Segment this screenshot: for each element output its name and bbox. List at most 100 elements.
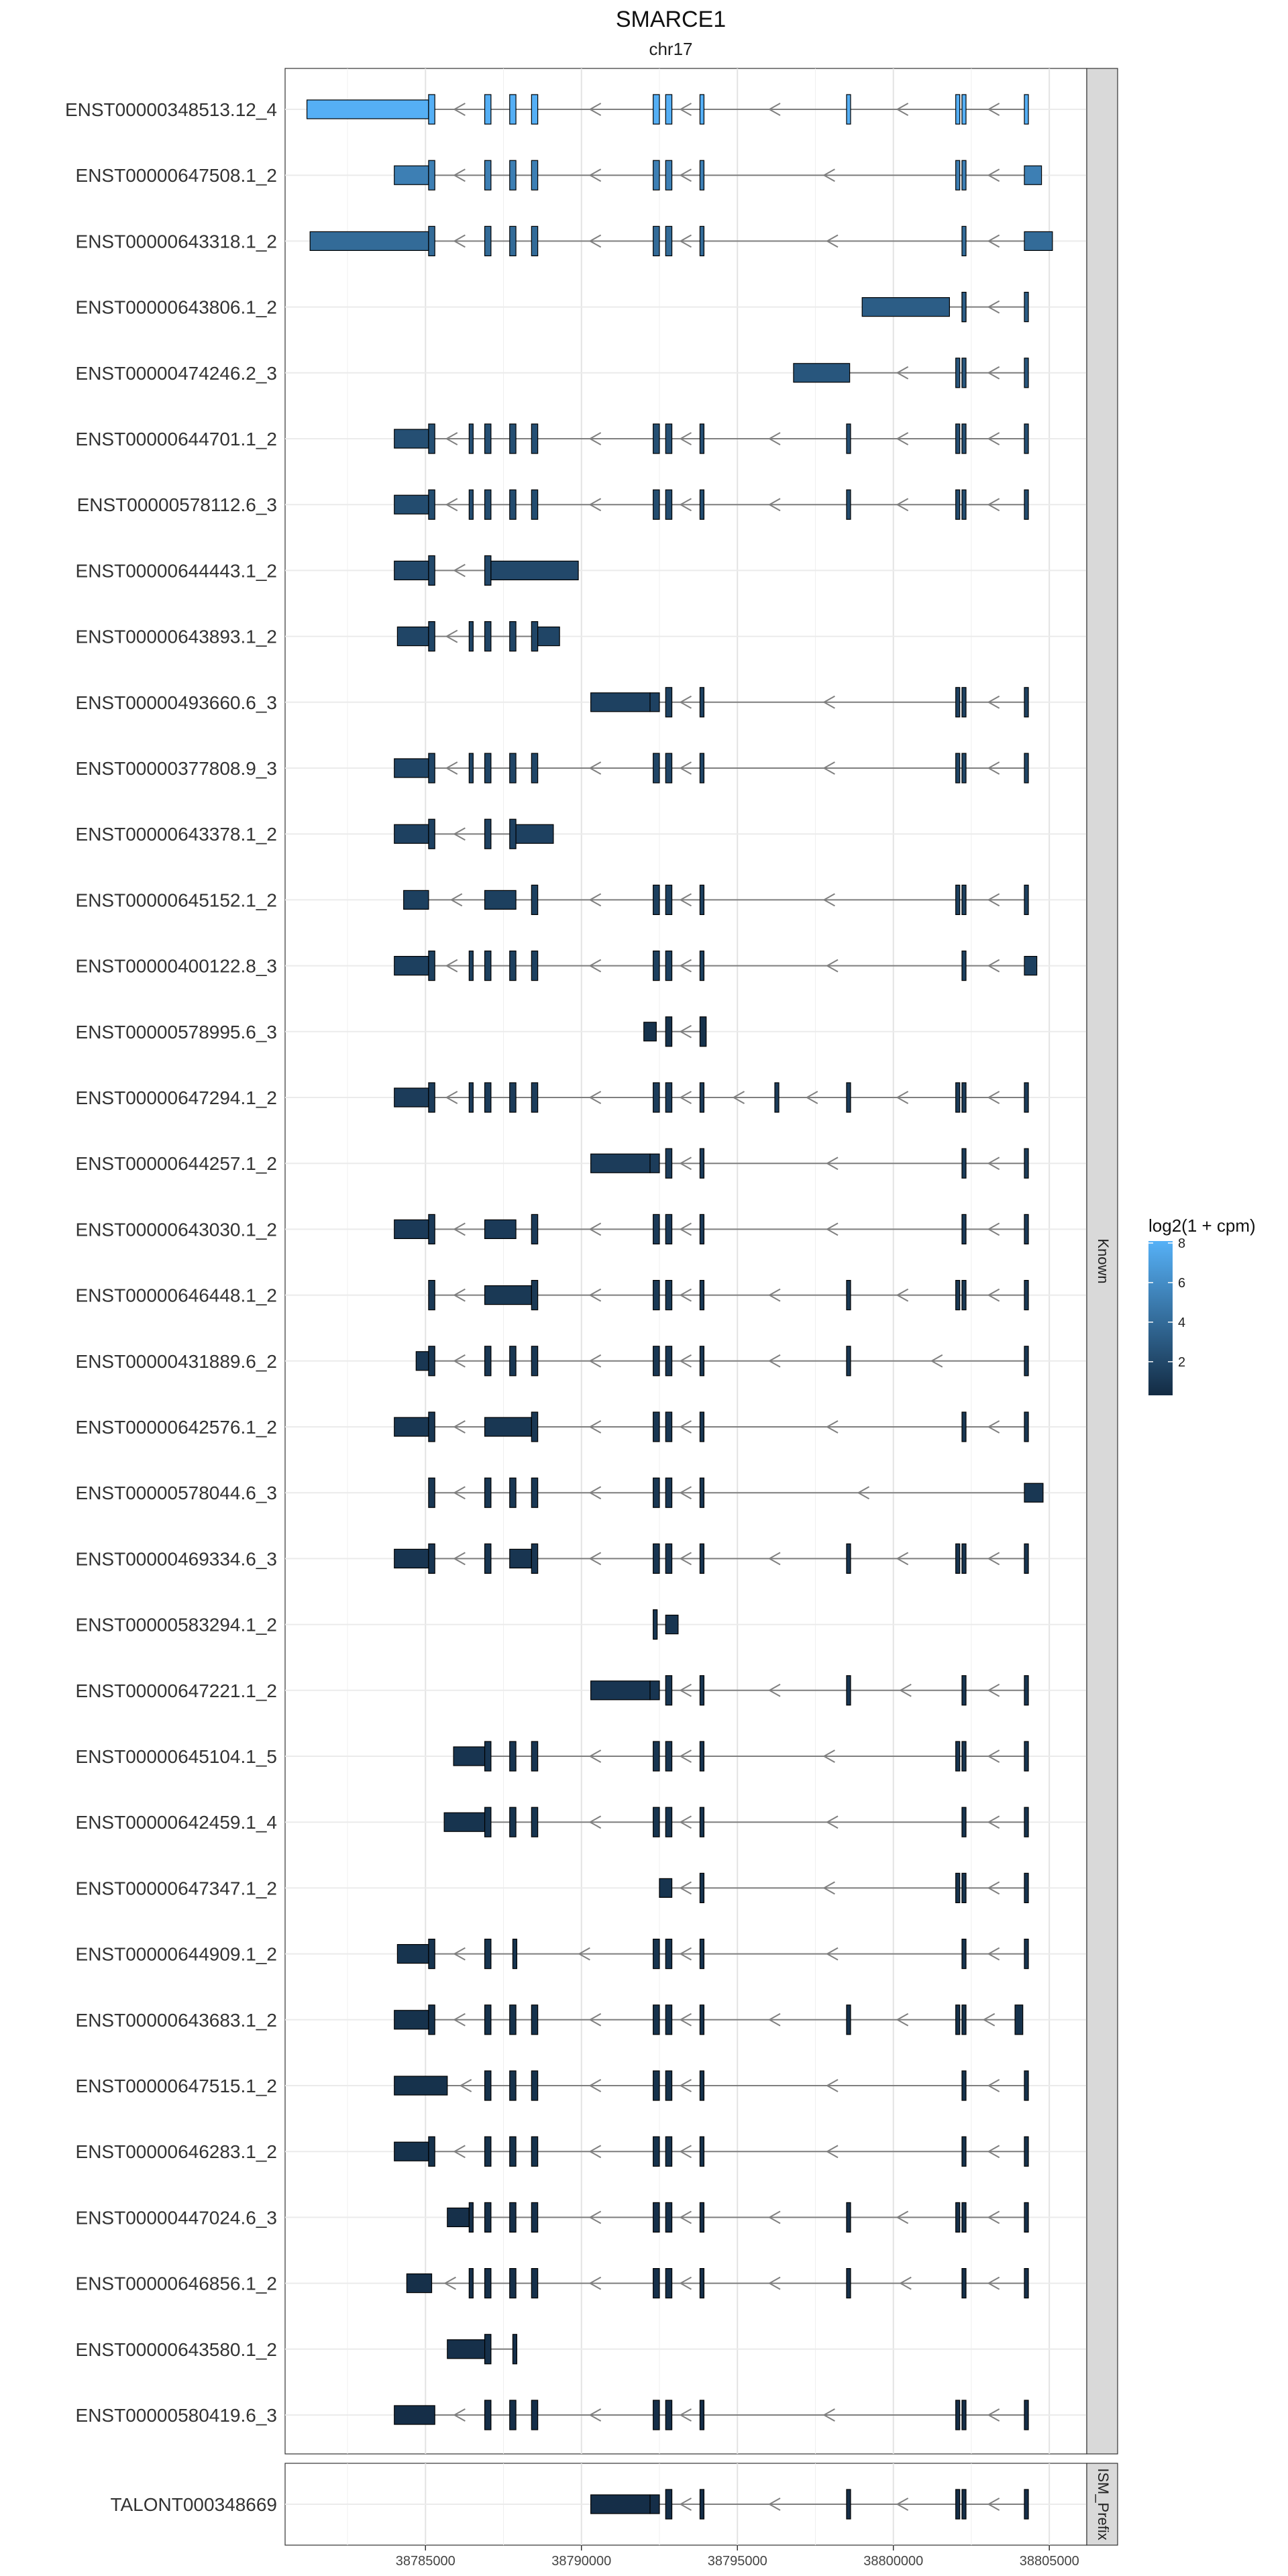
transcript-track: ENST00000646856.1_2 [76, 2268, 1029, 2299]
exon-block [699, 884, 705, 916]
exon-block [653, 950, 660, 981]
panel-ism_prefix: TALONT000348669 ISM_Prefix [110, 2463, 1118, 2546]
transcript-label: ENST00000644443.1_2 [76, 560, 277, 581]
exon-block [653, 2070, 660, 2101]
exon-block [665, 1807, 673, 1837]
strand-arrow [679, 1024, 692, 1038]
strand-arrow [588, 2276, 602, 2290]
transcript-label: ENST00000643893.1_2 [76, 627, 277, 647]
exon-block [484, 2070, 492, 2101]
x-tick-label: 38790000 [551, 2554, 611, 2569]
strand-arrow [896, 498, 909, 512]
colorbar-tick-label: 4 [1178, 1316, 1185, 1330]
transcript-track: ENST00000377808.9_3 [76, 753, 1029, 784]
exon-block [1024, 1148, 1029, 1179]
strand-arrow [899, 1683, 912, 1697]
exon-block [699, 1872, 705, 1903]
exon-block [961, 687, 967, 718]
exon-block [955, 1279, 961, 1311]
exon-block [509, 1346, 517, 1377]
strand-arrow [588, 1420, 602, 1434]
exon-block [961, 1214, 967, 1245]
exon-block [961, 1148, 967, 1179]
exon-block [955, 884, 961, 916]
exon-block [484, 1807, 492, 1837]
exon-block [428, 950, 435, 981]
strand-arrow [987, 2408, 1000, 2422]
transcript-label: ENST00000643030.1_2 [76, 1219, 277, 1240]
strand-arrow [679, 2012, 692, 2027]
exon-block [955, 2004, 961, 2035]
strand-arrow [767, 1354, 781, 1368]
exon-block [484, 1477, 492, 1508]
exon-block [653, 1609, 658, 1640]
strand-arrow [588, 1222, 602, 1236]
exon-block [665, 1411, 673, 1442]
exon-block [428, 489, 435, 520]
strand-arrow [987, 234, 1000, 248]
exon-block [428, 1279, 435, 1311]
exon-block [1024, 2136, 1029, 2167]
exon-block [1024, 1214, 1029, 1245]
strand-arrow [826, 959, 839, 973]
exon-block [961, 2070, 967, 2101]
transcript-label: ENST00000583294.1_2 [76, 1615, 277, 1635]
strand-arrow [588, 2145, 602, 2159]
strand-arrow [767, 1552, 781, 1566]
exon-block [846, 94, 851, 125]
exon-block [653, 753, 660, 784]
exon-block [653, 1214, 660, 1245]
strand-arrow [588, 498, 602, 512]
exon-block [309, 231, 429, 251]
exon-block [490, 560, 579, 581]
exon-block [665, 1477, 673, 1508]
transcript-label: ENST00000469334.6_3 [76, 1548, 277, 1569]
exon-block [531, 1346, 539, 1377]
exon-block [531, 1543, 539, 1574]
strand-arrow [987, 2498, 1000, 2511]
exon-block [955, 160, 961, 191]
exon-block [531, 753, 539, 784]
exon-block [955, 1872, 961, 1903]
strand-arrow [826, 234, 839, 248]
exon-block [665, 1016, 673, 1047]
transcript-label: ENST00000643806.1_2 [76, 297, 277, 318]
exon-block [699, 94, 705, 125]
transcript-label: ENST00000642576.1_2 [76, 1417, 277, 1438]
exon-block [665, 1082, 673, 1113]
exon-block [1024, 231, 1053, 251]
exon-block [699, 1346, 705, 1377]
exon-block [531, 2202, 539, 2233]
exon-block [1024, 1543, 1029, 1574]
exon-block [484, 555, 492, 586]
exon-block [699, 1741, 705, 1772]
exon-block [1024, 955, 1038, 976]
strand-arrow [588, 1091, 602, 1104]
exon-block [955, 2202, 961, 2233]
exon-block [509, 489, 517, 520]
exon-block [590, 1680, 651, 1701]
exon-block [428, 1411, 435, 1442]
strand-arrow [588, 234, 602, 248]
exon-block [1014, 2004, 1024, 2035]
strand-arrow [588, 1552, 602, 1566]
exon-block [699, 1214, 705, 1245]
strand-arrow [987, 695, 1000, 709]
x-axis: 38785000 38790000 38795000 38800000 38805000 [396, 2545, 1079, 2569]
exon-block [1024, 423, 1029, 454]
transcript-track: ENST00000643030.1_2 [76, 1214, 1029, 1245]
exon-block [484, 1417, 532, 1437]
facet-panels: ENST00000348513.12_4 ENST00000647508.1_2 E… [65, 68, 1118, 2569]
exon-block [699, 1939, 705, 1970]
exon-block [846, 2268, 851, 2299]
transcript-track: ENST00000578044.6_3 [76, 1477, 1044, 1508]
exon-block [665, 1615, 679, 1635]
exon-block [961, 950, 967, 981]
exon-block [649, 1153, 660, 1173]
exon-block [774, 1082, 780, 1113]
exon-block [394, 2010, 429, 2030]
exon-block [1024, 1279, 1029, 1311]
exon-block [665, 160, 673, 191]
exon-block [653, 1082, 660, 1113]
strand-arrow [679, 1222, 692, 1236]
